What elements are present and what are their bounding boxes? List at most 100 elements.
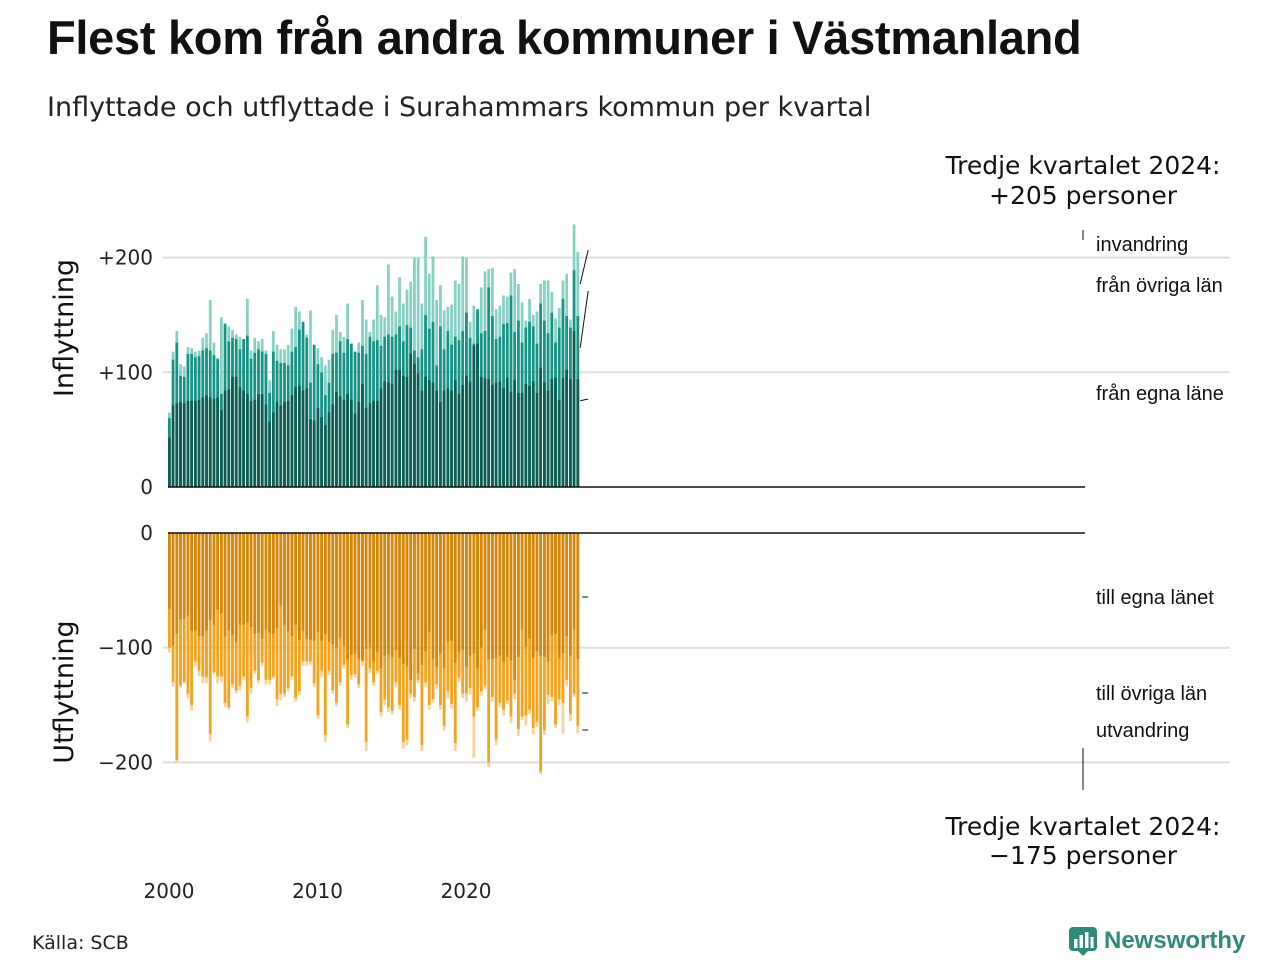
leader-line-in bbox=[580, 398, 589, 402]
bar-in-own bbox=[349, 399, 353, 487]
bar-out-other bbox=[175, 533, 179, 761]
bar-in-own bbox=[487, 379, 491, 487]
chart-canvas: 0 +100 +200 0 −100 −200 Inflyttning Utflyttning… bbox=[49, 151, 1230, 903]
series-label-in: invandring bbox=[1096, 234, 1188, 256]
bar-in-own bbox=[309, 419, 312, 487]
bar-out-own bbox=[357, 533, 361, 660]
x-tick-label: 2010 bbox=[292, 879, 343, 903]
bar-out-own bbox=[557, 533, 561, 659]
bar-in-own bbox=[502, 388, 505, 487]
bar-in-own bbox=[179, 402, 182, 487]
bar-in-own bbox=[327, 412, 331, 487]
bar-out-own bbox=[453, 533, 457, 663]
bar-out-own bbox=[539, 533, 543, 656]
source-note: Källa: SCB bbox=[32, 932, 129, 954]
brand-name: Newsworthy bbox=[1104, 927, 1246, 954]
bar-out-own bbox=[565, 533, 569, 637]
bar-out-own bbox=[494, 533, 498, 659]
bar-out-own bbox=[342, 533, 346, 646]
bar-out-own bbox=[242, 533, 246, 625]
bar-in-own bbox=[394, 370, 398, 487]
bar-out-own bbox=[201, 533, 205, 637]
bar-in-own bbox=[346, 394, 349, 487]
annotations: Tredje kvartalet 2024:+205 personerTredj… bbox=[945, 151, 1221, 870]
bar-out-own bbox=[457, 533, 461, 653]
bar-out-own bbox=[420, 533, 424, 665]
annotation-text: −175 personer bbox=[989, 841, 1178, 870]
bar-out-own bbox=[193, 533, 197, 631]
bar-out-own bbox=[387, 533, 390, 655]
bar-in-own bbox=[557, 399, 561, 487]
chart-title: Flest kom från andra kommuner i Västmanl… bbox=[47, 11, 1082, 64]
y-tick-label-bottom: −100 bbox=[98, 636, 153, 660]
bar-out-own bbox=[286, 533, 290, 632]
bar-in-own bbox=[182, 403, 186, 487]
bar-in-own bbox=[227, 389, 231, 487]
bar-out-own bbox=[279, 533, 283, 606]
bar-in-own bbox=[219, 410, 223, 487]
bar-out-own bbox=[572, 533, 576, 630]
bar-out-own bbox=[390, 533, 394, 657]
bar-out-own bbox=[335, 533, 338, 648]
bar-out-own bbox=[517, 533, 520, 657]
bar-in-own bbox=[312, 420, 316, 487]
bar-in-own bbox=[453, 380, 457, 487]
bar-out-own bbox=[323, 533, 327, 634]
y-tick-label-bottom: 0 bbox=[140, 521, 153, 545]
bar-in-other bbox=[509, 295, 513, 487]
bar-out-own bbox=[405, 533, 409, 667]
chart-subtitle: Inflyttade och utflyttade i Surahammars … bbox=[47, 92, 872, 123]
bar-out-own bbox=[442, 533, 446, 669]
bar-in-own bbox=[528, 386, 531, 487]
bar-out-other bbox=[245, 533, 249, 717]
newsworthy-logo[interactable]: Newsworthy bbox=[1068, 926, 1245, 956]
bar-out-own bbox=[498, 533, 502, 656]
bar-in-own bbox=[531, 381, 535, 487]
annotation-text: +205 personer bbox=[989, 181, 1178, 210]
axes: 0 +100 +200 0 −100 −200 Inflyttning Utflyttning… bbox=[49, 246, 1085, 903]
bar-out-own bbox=[179, 533, 182, 620]
bar-out-own bbox=[309, 533, 312, 640]
bar-in-own bbox=[342, 399, 346, 487]
bar-out-own bbox=[331, 533, 335, 645]
bar-out-own bbox=[297, 533, 301, 640]
bar-in-own bbox=[535, 392, 539, 487]
bar-out-own bbox=[528, 533, 531, 639]
series-label-in: från övriga län bbox=[1096, 275, 1223, 297]
bar-in-own bbox=[193, 400, 197, 487]
bar-out-own bbox=[212, 533, 216, 625]
bar-in-own bbox=[554, 378, 557, 487]
bar-in-own bbox=[420, 390, 424, 487]
bar-out-own bbox=[253, 533, 257, 634]
bar-out-own bbox=[509, 533, 513, 661]
bar-in-own bbox=[561, 378, 565, 487]
bar-in-own bbox=[524, 383, 528, 487]
bar-out-own bbox=[476, 533, 479, 669]
bar-in-own bbox=[465, 375, 468, 487]
bar-out-other bbox=[279, 533, 283, 694]
bar-in-own bbox=[301, 390, 305, 487]
bar-in-own bbox=[520, 392, 524, 487]
bar-in-own bbox=[331, 404, 335, 487]
bar-out-own bbox=[472, 533, 476, 654]
bar-in-own bbox=[517, 392, 520, 487]
x-tick-label: 2020 bbox=[441, 879, 492, 903]
bar-in-own bbox=[398, 370, 401, 487]
bar-out-own bbox=[576, 533, 580, 660]
bar-out-own bbox=[316, 533, 320, 632]
bar-out-own bbox=[353, 533, 357, 654]
bar-out-own bbox=[487, 533, 491, 660]
bar-out-own bbox=[569, 533, 572, 656]
bar-out-own bbox=[168, 533, 171, 609]
bar-in-own bbox=[401, 375, 405, 487]
bar-out-own bbox=[535, 533, 539, 652]
bar-in-own bbox=[186, 400, 190, 487]
bar-in-own bbox=[572, 331, 576, 487]
bar-in-own bbox=[223, 390, 227, 487]
bar-out-own bbox=[216, 533, 220, 610]
y-axis-title-top: Inflyttning bbox=[49, 259, 80, 397]
bar-out-own bbox=[543, 533, 546, 657]
bar-out-own bbox=[208, 533, 212, 621]
bar-in-own bbox=[208, 397, 212, 487]
bar-in-own bbox=[234, 376, 238, 487]
